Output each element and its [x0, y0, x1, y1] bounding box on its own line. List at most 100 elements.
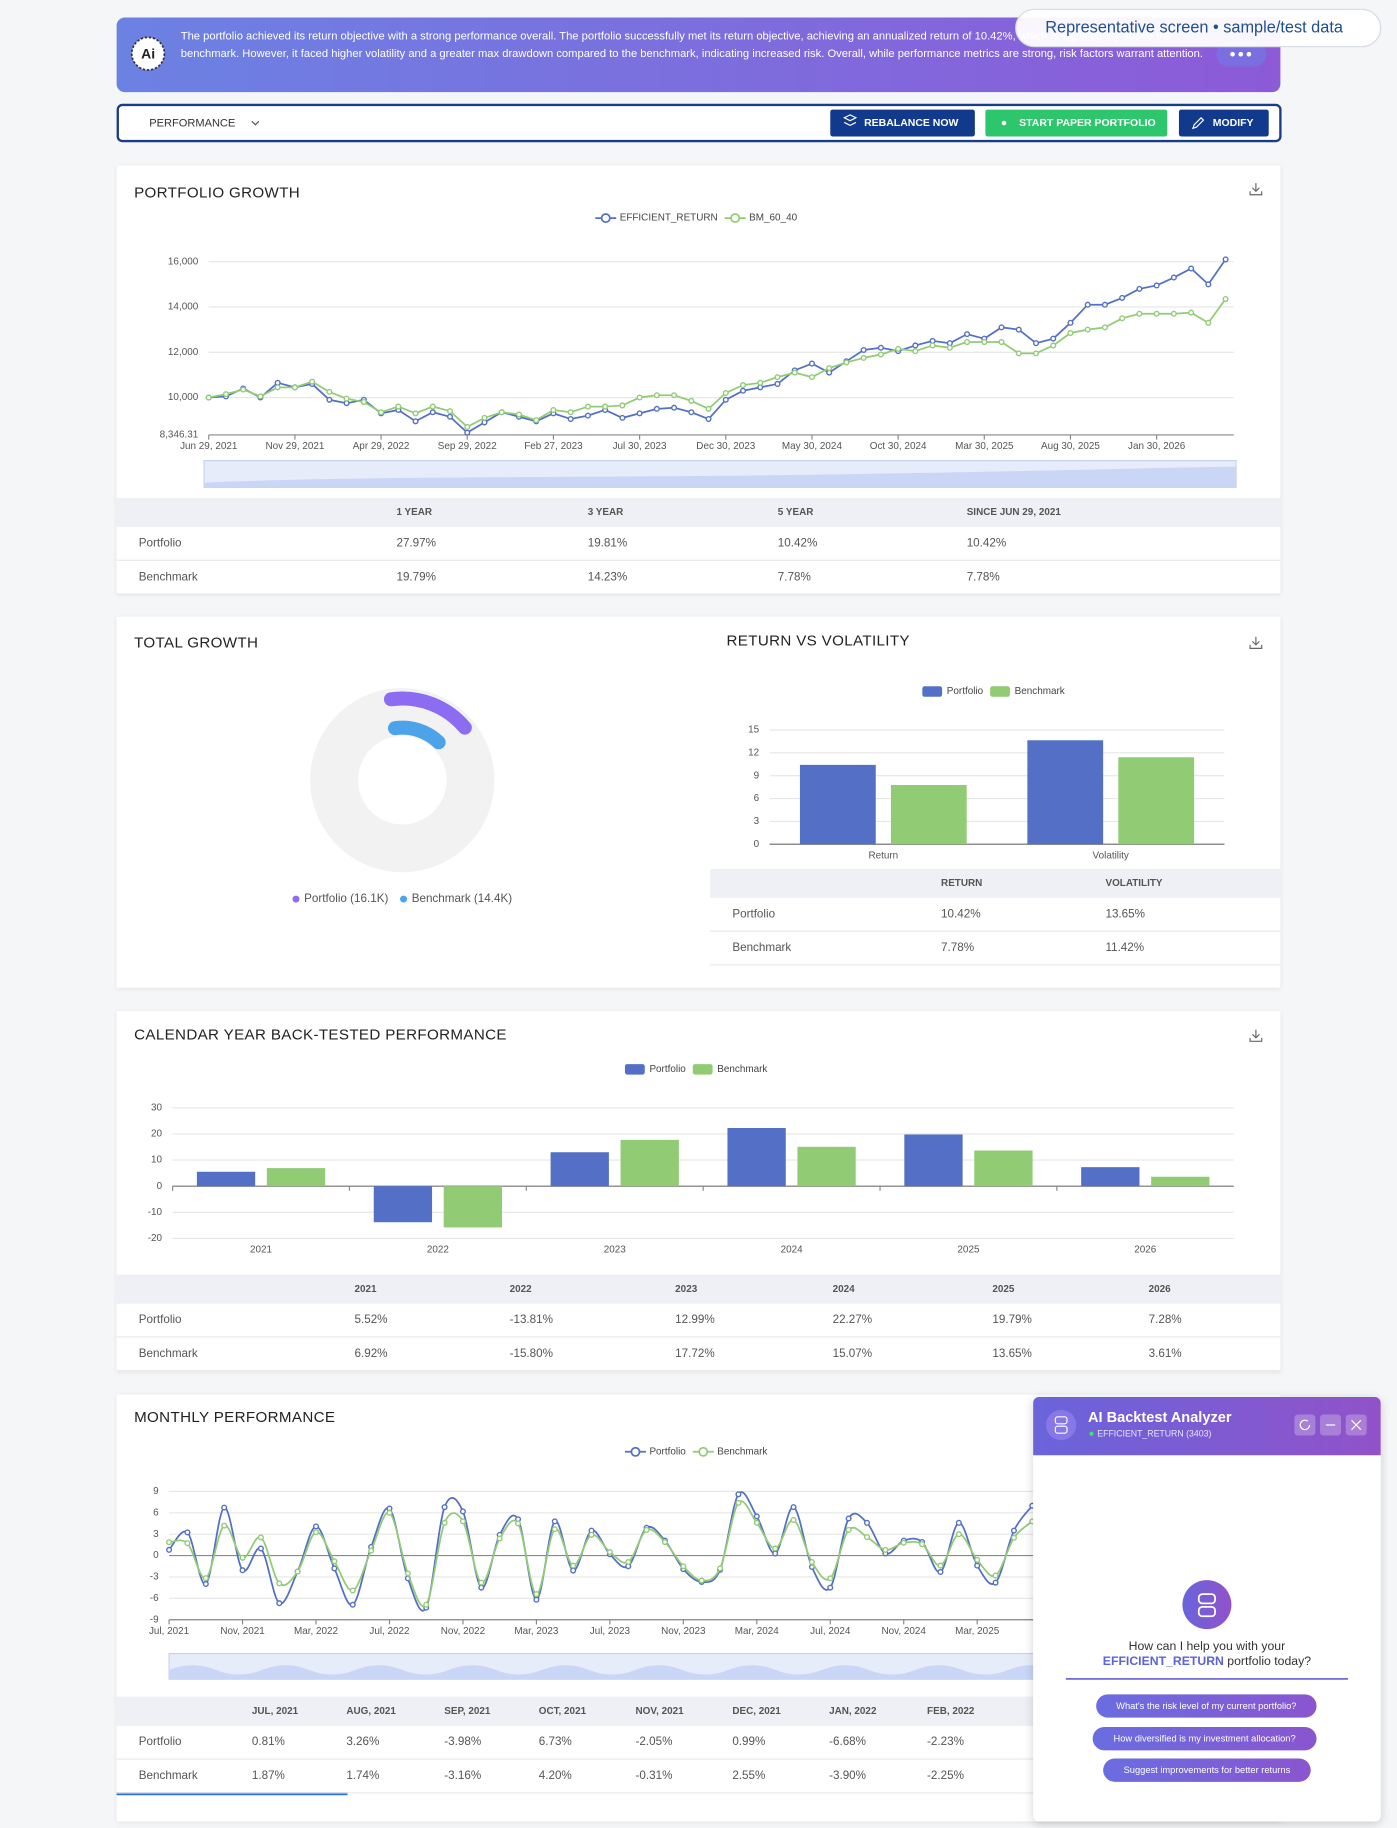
legend-label: Benchmark (14.4K): [412, 892, 513, 905]
data-point: [239, 1554, 246, 1561]
button-label: MODIFY: [1213, 118, 1254, 129]
data-point: [1010, 1534, 1017, 1541]
data-point: [688, 409, 695, 416]
data-point: [378, 409, 385, 416]
data-point: [1136, 310, 1143, 317]
download-icon[interactable]: [1249, 636, 1263, 649]
data-point: [257, 393, 264, 400]
data-point: [221, 1504, 228, 1511]
bar: [196, 1171, 256, 1187]
summary-banner: [116, 17, 1281, 93]
data-point: [498, 409, 505, 416]
dot: [1230, 51, 1235, 57]
data-point: [478, 1584, 485, 1591]
x-tick-label: Jul, 2024: [810, 1626, 851, 1637]
data-point: [860, 354, 867, 361]
data-point: [992, 1579, 999, 1586]
view-select[interactable]: PERFORMANCE: [149, 118, 235, 130]
legend-marker: [630, 1446, 641, 1457]
legend: Portfolio Benchmark: [624, 1064, 767, 1075]
data-point: [1119, 315, 1126, 322]
data-point: [860, 346, 867, 354]
cell: 10.42%: [967, 536, 1007, 549]
data-point: [661, 1539, 669, 1546]
data-point: [912, 342, 919, 349]
y-tick-label: 10,000: [168, 392, 199, 403]
rebalance-button[interactable]: [830, 109, 975, 137]
icon: [842, 114, 858, 127]
icon: [1192, 116, 1205, 130]
track: [310, 688, 495, 873]
data-point: [772, 1545, 779, 1552]
data-point: [588, 1531, 595, 1538]
bot-icon: [1054, 1425, 1068, 1434]
data-point: [294, 1568, 301, 1575]
card: [116, 616, 1281, 988]
suggestion[interactable]: [1096, 1694, 1317, 1718]
paper-portfolio-button[interactable]: [985, 109, 1168, 137]
data-point: [1188, 265, 1195, 272]
column-header: OCT, 2021: [539, 1706, 587, 1717]
data-point: [912, 348, 919, 355]
y-tick-label: 0: [153, 1550, 159, 1561]
legend-marker: [600, 213, 611, 224]
y-tick-label: 8,346.31: [160, 430, 199, 441]
x-tick-label: Nov 29, 2021: [265, 441, 324, 452]
data-point: [459, 1518, 466, 1525]
cell: 6.92%: [354, 1347, 387, 1360]
download-icon[interactable]: [1249, 183, 1263, 196]
cell: 7.78%: [941, 941, 974, 954]
data-point: [481, 414, 488, 421]
x-tick-label: Jan 30, 2026: [1128, 441, 1186, 452]
data-point: [1010, 1527, 1017, 1534]
dot: [1246, 51, 1252, 57]
data-point: [1136, 285, 1143, 292]
data-point: [1222, 256, 1229, 263]
data-point: [326, 396, 333, 403]
chevron: [251, 120, 260, 126]
data-point: [964, 331, 971, 338]
cell: -2.25%: [927, 1769, 964, 1782]
modify-button[interactable]: [1178, 109, 1269, 137]
suggestion[interactable]: [1103, 1758, 1311, 1782]
data-point: [395, 403, 402, 410]
y-tick-label: 12: [748, 747, 760, 758]
data-point: [478, 1579, 485, 1586]
bar: [266, 1168, 326, 1187]
row-label: Benchmark: [139, 570, 198, 583]
column-header: 3 YEAR: [588, 507, 624, 518]
data-point: [998, 339, 1005, 346]
data-point: [441, 1504, 448, 1511]
data-point: [1153, 282, 1160, 289]
cell: 1.87%: [252, 1769, 285, 1782]
data-point: [202, 1575, 209, 1582]
data-point: [845, 1526, 852, 1533]
legend-marker: [698, 1446, 709, 1457]
legend-label: Portfolio: [649, 1446, 686, 1457]
suggestion-text: What's the risk level of my current port…: [1116, 1701, 1296, 1711]
suggestion[interactable]: [1092, 1727, 1317, 1751]
cell: 11.42%: [1105, 941, 1144, 954]
y-tick-label: 20: [151, 1129, 163, 1140]
data-point: [276, 1600, 283, 1607]
download-icon[interactable]: [1249, 1029, 1263, 1042]
column-header: JAN, 2022: [829, 1706, 877, 1717]
x-tick-label: Mar 30, 2025: [955, 441, 1014, 452]
data-point: [827, 1575, 834, 1582]
y-tick-label: 9: [153, 1486, 159, 1497]
x-tick-label: Apr 29, 2022: [353, 441, 410, 452]
bar: [1081, 1167, 1140, 1187]
reset-button[interactable]: [1294, 1414, 1316, 1436]
button-label: START PAPER PORTFOLIO: [1019, 118, 1156, 129]
column-header: 2021: [354, 1284, 377, 1295]
charts: PORTFOLIO GROWTH 8,346.31 10,000 12,000 14,0…: [116, 185, 1281, 1794]
data-point: [291, 384, 298, 391]
badge-text: Representative screen • sample/test data: [1045, 18, 1344, 36]
bar: [904, 1134, 963, 1187]
data-point: [919, 1541, 926, 1548]
chat-title: AI Backtest Analyzer: [1088, 1410, 1232, 1426]
x-tick-label: Sep 29, 2022: [438, 441, 497, 452]
data-point: [1050, 342, 1057, 349]
